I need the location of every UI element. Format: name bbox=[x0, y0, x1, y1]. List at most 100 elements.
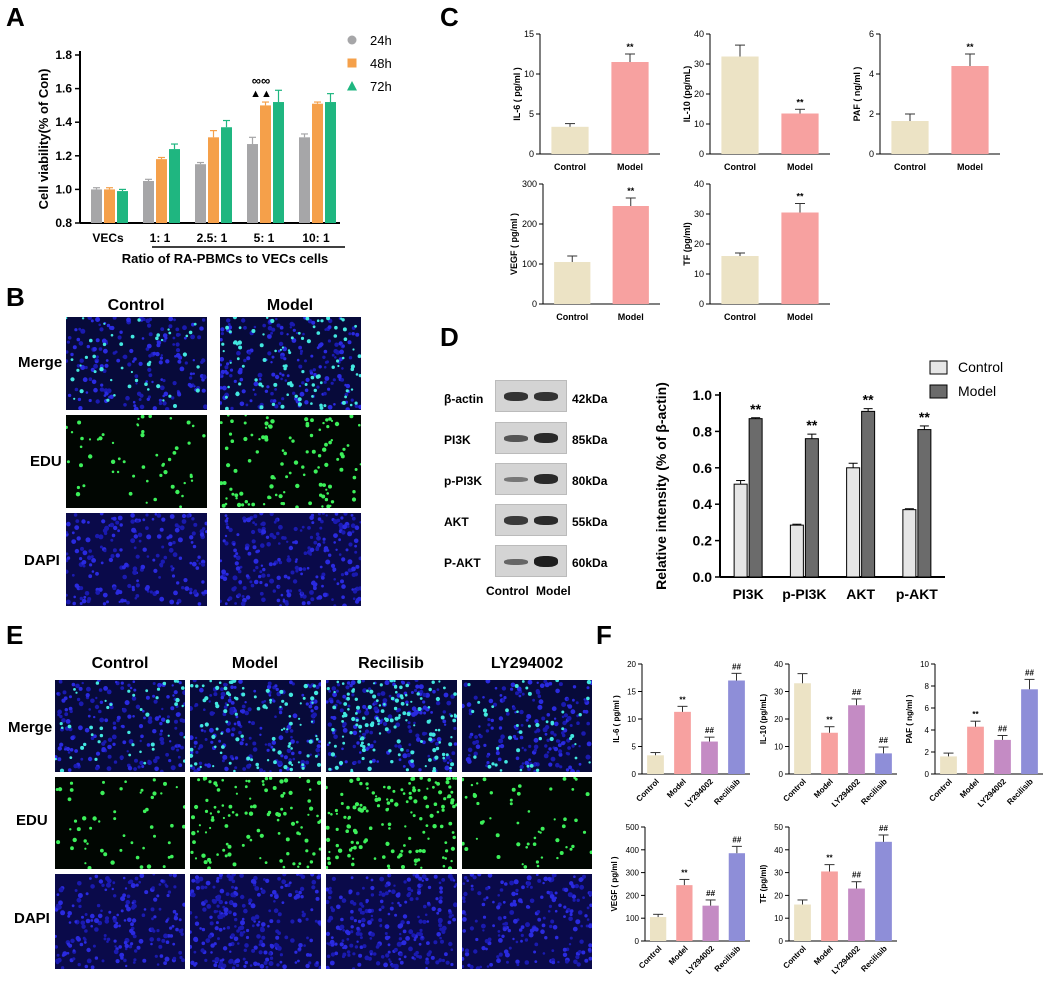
nucleus-dot bbox=[398, 758, 402, 762]
edu-positive-dot bbox=[306, 754, 310, 758]
nucleus-dot bbox=[279, 953, 283, 957]
nucleus-dot bbox=[345, 685, 350, 690]
edu-positive-dot bbox=[69, 756, 73, 759]
nucleus-dot bbox=[573, 959, 578, 965]
nucleus-dot bbox=[127, 362, 132, 367]
nucleus-dot bbox=[148, 332, 153, 337]
nucleus-dot bbox=[220, 599, 222, 603]
nucleus-dot bbox=[115, 520, 120, 525]
nucleus-dot bbox=[533, 737, 539, 743]
nucleus-dot bbox=[220, 687, 224, 692]
nucleus-dot bbox=[327, 339, 331, 343]
nucleus-dot bbox=[132, 400, 136, 404]
edu-positive-dot bbox=[448, 821, 453, 826]
F2-x-tick-label: LY294002 bbox=[830, 777, 862, 809]
nucleus-dot bbox=[462, 947, 464, 952]
edu-positive-dot bbox=[82, 484, 86, 488]
nucleus-dot bbox=[576, 962, 581, 967]
nucleus-dot bbox=[537, 694, 542, 699]
edu-positive-dot bbox=[364, 723, 369, 728]
nucleus-dot bbox=[537, 878, 542, 883]
nucleus-dot bbox=[291, 751, 295, 756]
nucleus-dot bbox=[302, 594, 307, 599]
edu-positive-dot bbox=[190, 479, 194, 482]
nucleus-dot bbox=[364, 710, 370, 716]
edu-positive-dot bbox=[585, 792, 590, 797]
nucleus-dot bbox=[526, 885, 529, 888]
d-y-tick-label: 0.0 bbox=[693, 569, 713, 585]
nucleus-dot bbox=[572, 685, 577, 689]
edu-positive-dot bbox=[238, 326, 242, 330]
nucleus-dot bbox=[66, 569, 69, 574]
nucleus-dot bbox=[206, 904, 212, 909]
nucleus-dot bbox=[81, 561, 85, 565]
edu-positive-dot bbox=[221, 342, 225, 346]
nucleus-dot bbox=[106, 882, 111, 888]
nucleus-dot bbox=[190, 960, 195, 965]
nucleus-dot bbox=[510, 682, 516, 688]
edu-positive-dot bbox=[279, 859, 283, 863]
nucleus-dot bbox=[200, 948, 205, 953]
edu-positive-dot bbox=[167, 328, 170, 331]
edu-positive-dot bbox=[136, 424, 140, 427]
nucleus-dot bbox=[177, 537, 183, 543]
nucleus-dot bbox=[75, 519, 80, 523]
edu-positive-dot bbox=[389, 798, 394, 803]
nucleus-dot bbox=[156, 894, 160, 898]
nucleus-dot bbox=[542, 916, 546, 920]
nucleus-dot bbox=[488, 698, 494, 704]
nucleus-dot bbox=[500, 744, 505, 749]
edu-positive-dot bbox=[274, 349, 277, 353]
edu-positive-dot bbox=[241, 843, 245, 847]
edu-positive-dot bbox=[328, 417, 332, 421]
edu-positive-dot bbox=[435, 696, 440, 702]
e-dapi-recilisib-image bbox=[326, 874, 457, 969]
nucleus-dot bbox=[542, 881, 545, 885]
edu-positive-dot bbox=[156, 384, 161, 389]
edu-positive-dot bbox=[400, 701, 405, 706]
edu-positive-dot bbox=[259, 405, 264, 410]
edu-positive-dot bbox=[235, 792, 238, 795]
F2-y-tick-label: 40 bbox=[774, 660, 783, 669]
nucleus-dot bbox=[544, 744, 548, 748]
nucleus-dot bbox=[412, 874, 416, 877]
nucleus-dot bbox=[161, 545, 165, 549]
nucleus-dot bbox=[361, 680, 365, 683]
nucleus-dot bbox=[152, 874, 156, 876]
nucleus-dot bbox=[158, 401, 163, 406]
nucleus-dot bbox=[140, 734, 144, 739]
edu-positive-dot bbox=[397, 753, 401, 757]
nucleus-dot bbox=[78, 725, 83, 731]
nucleus-dot bbox=[388, 958, 391, 961]
nucleus-dot bbox=[210, 951, 213, 954]
nucleus-dot bbox=[586, 906, 590, 910]
edu-positive-dot bbox=[505, 708, 509, 713]
F1-x-tick-label: LY294002 bbox=[683, 777, 715, 809]
nucleus-dot bbox=[581, 950, 586, 955]
nucleus-dot bbox=[112, 548, 117, 553]
edu-positive-dot bbox=[448, 785, 452, 789]
nucleus-dot bbox=[469, 926, 474, 931]
nucleus-dot bbox=[133, 404, 137, 408]
d-x-tick-label: PI3K bbox=[733, 586, 764, 602]
edu-positive-dot bbox=[89, 725, 93, 730]
edu-positive-dot bbox=[427, 837, 430, 840]
edu-positive-dot bbox=[403, 844, 406, 847]
nucleus-dot bbox=[261, 935, 266, 940]
edu-positive-dot bbox=[310, 720, 314, 723]
nucleus-dot bbox=[174, 744, 177, 748]
nucleus-dot bbox=[347, 704, 351, 708]
nucleus-dot bbox=[511, 891, 516, 897]
edu-positive-dot bbox=[453, 714, 457, 718]
edu-positive-dot bbox=[169, 417, 173, 420]
nucleus-dot bbox=[98, 347, 103, 351]
nucleus-dot bbox=[410, 691, 414, 694]
nucleus-dot bbox=[578, 762, 582, 766]
nucleus-dot bbox=[62, 690, 67, 695]
nucleus-dot bbox=[160, 879, 164, 883]
nucleus-dot bbox=[98, 709, 102, 714]
nucleus-dot bbox=[250, 916, 256, 922]
edu-positive-dot bbox=[303, 683, 308, 689]
F3-bar bbox=[1021, 689, 1038, 774]
nucleus-dot bbox=[251, 924, 255, 928]
